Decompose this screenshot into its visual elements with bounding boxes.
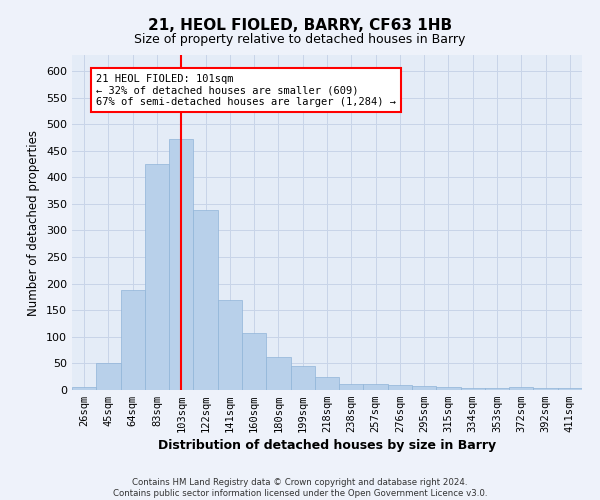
Text: Contains HM Land Registry data © Crown copyright and database right 2024.
Contai: Contains HM Land Registry data © Crown c… bbox=[113, 478, 487, 498]
Bar bbox=[193, 210, 218, 390]
Bar bbox=[339, 384, 364, 390]
Bar bbox=[388, 385, 412, 390]
Bar bbox=[315, 377, 339, 390]
Bar bbox=[436, 388, 461, 390]
Text: 21, HEOL FIOLED, BARRY, CF63 1HB: 21, HEOL FIOLED, BARRY, CF63 1HB bbox=[148, 18, 452, 32]
Bar bbox=[364, 384, 388, 390]
Bar bbox=[485, 388, 509, 390]
Bar bbox=[218, 300, 242, 390]
Bar bbox=[533, 388, 558, 390]
Bar bbox=[242, 333, 266, 390]
X-axis label: Distribution of detached houses by size in Barry: Distribution of detached houses by size … bbox=[158, 440, 496, 452]
Bar bbox=[290, 366, 315, 390]
Y-axis label: Number of detached properties: Number of detached properties bbox=[28, 130, 40, 316]
Bar bbox=[72, 387, 96, 390]
Bar bbox=[145, 164, 169, 390]
Bar bbox=[96, 364, 121, 390]
Bar bbox=[558, 388, 582, 390]
Bar bbox=[266, 357, 290, 390]
Text: Size of property relative to detached houses in Barry: Size of property relative to detached ho… bbox=[134, 32, 466, 46]
Bar bbox=[461, 388, 485, 390]
Bar bbox=[509, 387, 533, 390]
Bar bbox=[412, 386, 436, 390]
Bar bbox=[121, 290, 145, 390]
Text: 21 HEOL FIOLED: 101sqm
← 32% of detached houses are smaller (609)
67% of semi-de: 21 HEOL FIOLED: 101sqm ← 32% of detached… bbox=[96, 74, 396, 107]
Bar bbox=[169, 139, 193, 390]
